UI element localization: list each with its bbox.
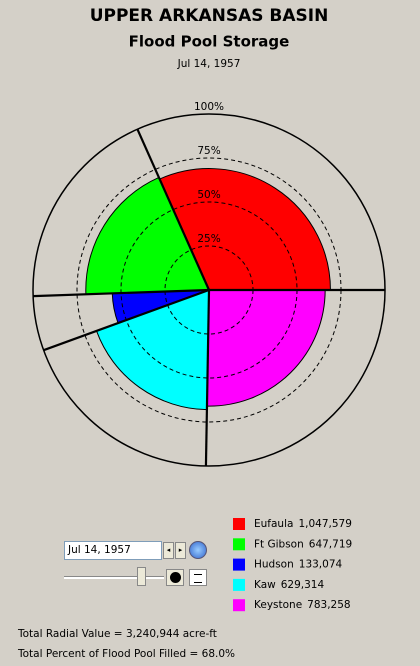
prev-button[interactable]: ◂ (163, 542, 174, 559)
legend-name: Keystone (254, 599, 302, 611)
legend-name: Ft Gibson (254, 538, 304, 550)
legend-swatch (233, 518, 245, 530)
report-button[interactable] (189, 569, 207, 586)
radial-tick-label: 75% (197, 145, 220, 157)
radial-tick-label: 100% (194, 101, 224, 113)
wedge (158, 168, 331, 291)
legend-value: 133,074 (299, 559, 343, 571)
next-button[interactable]: ▸ (175, 542, 186, 559)
date-input[interactable]: Jul 14, 1957 (64, 541, 162, 560)
legend-value: 647,719 (309, 538, 352, 550)
radial-tick-label: 25% (197, 233, 220, 245)
legend-value: 783,258 (307, 599, 350, 611)
legend-value: 629,314 (281, 579, 325, 591)
legend-swatch (233, 558, 245, 571)
sector-divider (136, 128, 211, 291)
wedge (95, 289, 210, 411)
chart-title: UPPER ARKANSAS BASIN (90, 6, 329, 26)
legend-name: Eufaula (254, 518, 293, 530)
total-percent: Total Percent of Flood Pool Filled = 68.… (18, 648, 236, 660)
globe-button[interactable] (189, 541, 207, 559)
sector-divider (204, 289, 211, 466)
legend-swatch (233, 538, 245, 551)
slider-thumb[interactable] (137, 567, 146, 586)
total-radial: Total Radial Value = 3,240,944 acre-ft (18, 628, 217, 640)
legend-value: 1,047,579 (298, 518, 351, 530)
time-slider[interactable] (64, 576, 164, 579)
legend-name: Hudson (254, 559, 294, 571)
chart-subtitle: Flood Pool Storage (129, 33, 290, 51)
wedge (85, 176, 210, 295)
sector-divider (33, 288, 210, 298)
radial-tick-label: 50% (197, 189, 220, 201)
legend-name: Kaw (254, 579, 276, 591)
legend-swatch (233, 599, 245, 612)
wedge (206, 289, 326, 407)
sector-divider (43, 288, 210, 352)
chart-date: Jul 14, 1957 (177, 58, 241, 70)
play-button[interactable] (166, 569, 184, 586)
legend-swatch (233, 578, 245, 591)
